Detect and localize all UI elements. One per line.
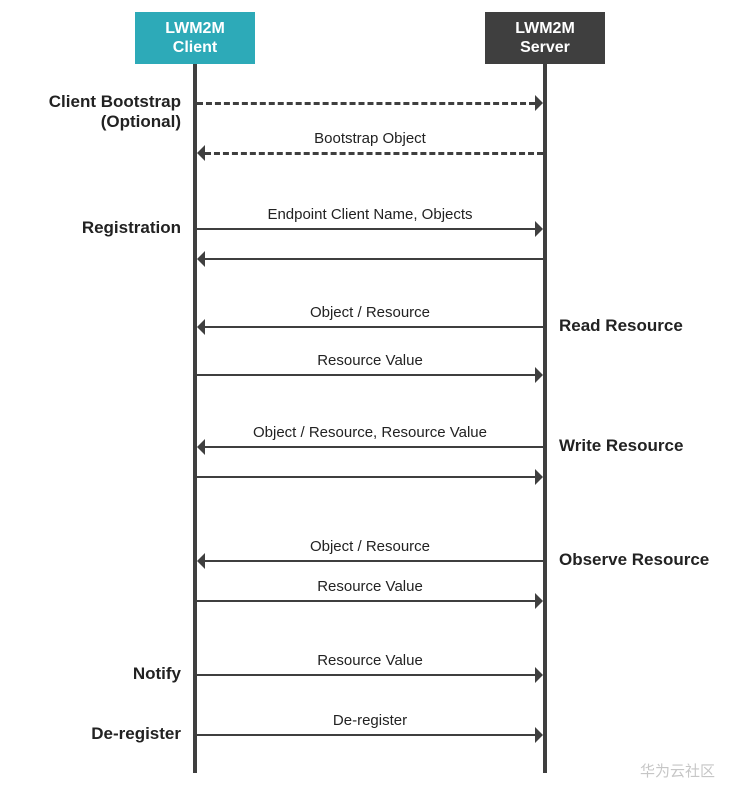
arrowhead-9: [535, 593, 543, 609]
arrowhead-2: [535, 221, 543, 237]
message-arrow-2: [197, 228, 535, 230]
message-label-4: Object / Resource: [197, 304, 543, 321]
side-label-2: Read Resource: [559, 316, 683, 336]
message-arrow-4: [205, 326, 543, 328]
arrowhead-6: [197, 439, 205, 455]
side-label-0: Client Bootstrap(Optional): [49, 92, 181, 133]
arrowhead-10: [535, 667, 543, 683]
arrowhead-5: [535, 367, 543, 383]
watermark-text: 华为云社区: [640, 760, 715, 781]
message-arrow-8: [205, 560, 543, 562]
arrowhead-1: [197, 145, 205, 161]
client-lifeline-box: LWM2MClient: [135, 12, 255, 64]
side-label-1: Registration: [82, 218, 181, 238]
side-label-6: De-register: [91, 724, 181, 744]
message-label-10: Resource Value: [197, 652, 543, 669]
message-label-1: Bootstrap Object: [197, 130, 543, 147]
arrowhead-3: [197, 251, 205, 267]
side-label-5: Notify: [133, 664, 181, 684]
message-label-2: Endpoint Client Name, Objects: [197, 206, 543, 223]
message-arrow-5: [197, 374, 535, 376]
message-label-6: Object / Resource, Resource Value: [197, 424, 543, 441]
server-lifeline-box: LWM2MServer: [485, 12, 605, 64]
message-label-5: Resource Value: [197, 352, 543, 369]
message-arrow-7: [197, 476, 535, 478]
message-label-8: Object / Resource: [197, 538, 543, 555]
message-arrow-9: [197, 600, 535, 602]
side-label-3: Write Resource: [559, 436, 683, 456]
message-label-11: De-register: [197, 712, 543, 729]
arrowhead-11: [535, 727, 543, 743]
side-label-4: Observe Resource: [559, 550, 709, 570]
message-arrow-3: [205, 258, 543, 260]
arrowhead-8: [197, 553, 205, 569]
arrowhead-0: [535, 95, 543, 111]
message-arrow-1: [205, 152, 543, 155]
message-arrow-10: [197, 674, 535, 676]
message-arrow-0: [197, 102, 535, 105]
arrowhead-4: [197, 319, 205, 335]
message-arrow-6: [205, 446, 543, 448]
server-lifeline: [543, 64, 547, 773]
message-label-9: Resource Value: [197, 578, 543, 595]
arrowhead-7: [535, 469, 543, 485]
message-arrow-11: [197, 734, 535, 736]
